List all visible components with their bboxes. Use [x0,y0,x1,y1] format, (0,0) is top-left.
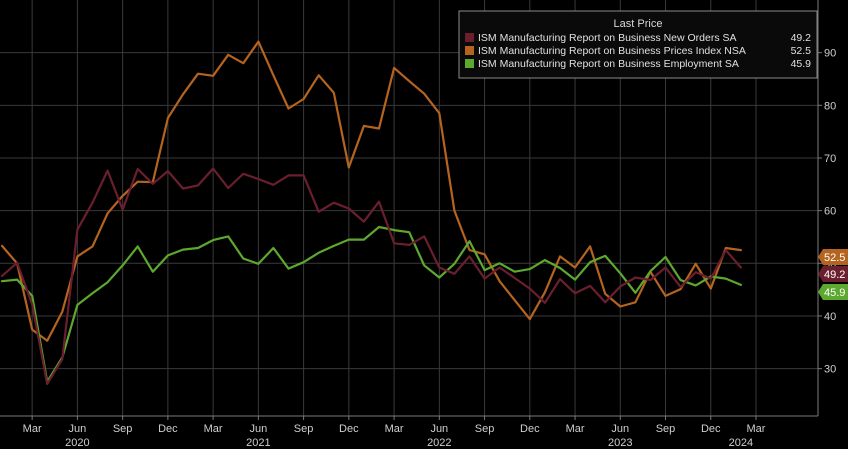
y-tick-label: 80 [824,100,836,112]
last-value-tag [818,284,848,300]
x-year-label: 2022 [427,437,451,449]
x-tick-label: Dec [701,423,721,435]
x-tick-label: Jun [249,423,267,435]
legend-value: 52.5 [791,45,812,57]
last-value-label-0: 49.2 [818,266,848,282]
x-tick-label: Dec [158,423,178,435]
x-tick-label: Dec [520,423,540,435]
legend-item-2: ISM Manufacturing Report on Business Emp… [465,58,811,70]
series-line-2 [0,225,743,383]
series-line-0 [0,167,743,385]
x-axis-ticks: Mar Jun Sep Dec Mar Jun Sep Dec Mar Jun Sep Dec Mar J… [23,416,766,449]
gridlines [0,0,818,416]
x-tick-label: Sep [294,423,314,435]
last-value-label-1: 52.5 [818,249,848,265]
x-year-label: 2021 [246,437,270,449]
legend-swatch [465,33,474,42]
x-tick-label: Sep [656,423,676,435]
x-tick-label: Mar [566,423,585,435]
x-tick-label: Mar [385,423,404,435]
x-tick-label: Mar [747,423,766,435]
y-tick-label: 70 [824,153,836,165]
legend-swatch [465,46,474,55]
legend-value: 45.9 [791,58,812,70]
y-tick-label: 60 [824,206,836,218]
x-tick-label: Jun [430,423,448,435]
x-tick-label: Sep [113,423,133,435]
last-value-text: 45.9 [824,287,845,299]
legend-label: ISM Manufacturing Report on Business Pri… [478,45,746,57]
legend-swatch [465,59,474,68]
series-line-1 [0,40,743,342]
legend-item-0: ISM Manufacturing Report on Business New… [465,32,811,44]
x-year-label: 2023 [608,437,632,449]
x-tick-label: Mar [204,423,223,435]
series-lines [0,40,743,385]
legend-title: Last Price [614,18,663,30]
x-year-label: 2024 [729,437,753,449]
axes [0,0,819,417]
x-year-label: 2020 [65,437,89,449]
y-axis-ticks: 30405060708090 [818,48,836,376]
legend-box [458,10,818,79]
x-tick-label: Jun [69,423,87,435]
last-value-text: 52.5 [824,252,845,264]
legend-label: ISM Manufacturing Report on Business Emp… [478,58,739,70]
last-value-labels: 52.5 49.2 45.9 [818,249,848,300]
legend-item-1: ISM Manufacturing Report on Business Pri… [465,45,811,57]
x-tick-label: Dec [339,423,359,435]
legend-value: 49.2 [791,32,812,44]
y-tick-label: 40 [824,311,836,323]
last-value-label-2: 45.9 [818,284,848,300]
x-tick-label: Sep [475,423,495,435]
last-value-tag [818,249,848,265]
legend-label: ISM Manufacturing Report on Business New… [478,32,737,44]
x-tick-label: Mar [23,423,42,435]
x-tick-label: Jun [611,423,629,435]
legend: Last Price ISM Manufacturing Report on B… [458,10,818,79]
last-value-tag [818,266,848,282]
last-value-text: 49.2 [824,269,845,281]
y-tick-label: 90 [824,48,836,60]
y-tick-label: 30 [824,364,836,376]
